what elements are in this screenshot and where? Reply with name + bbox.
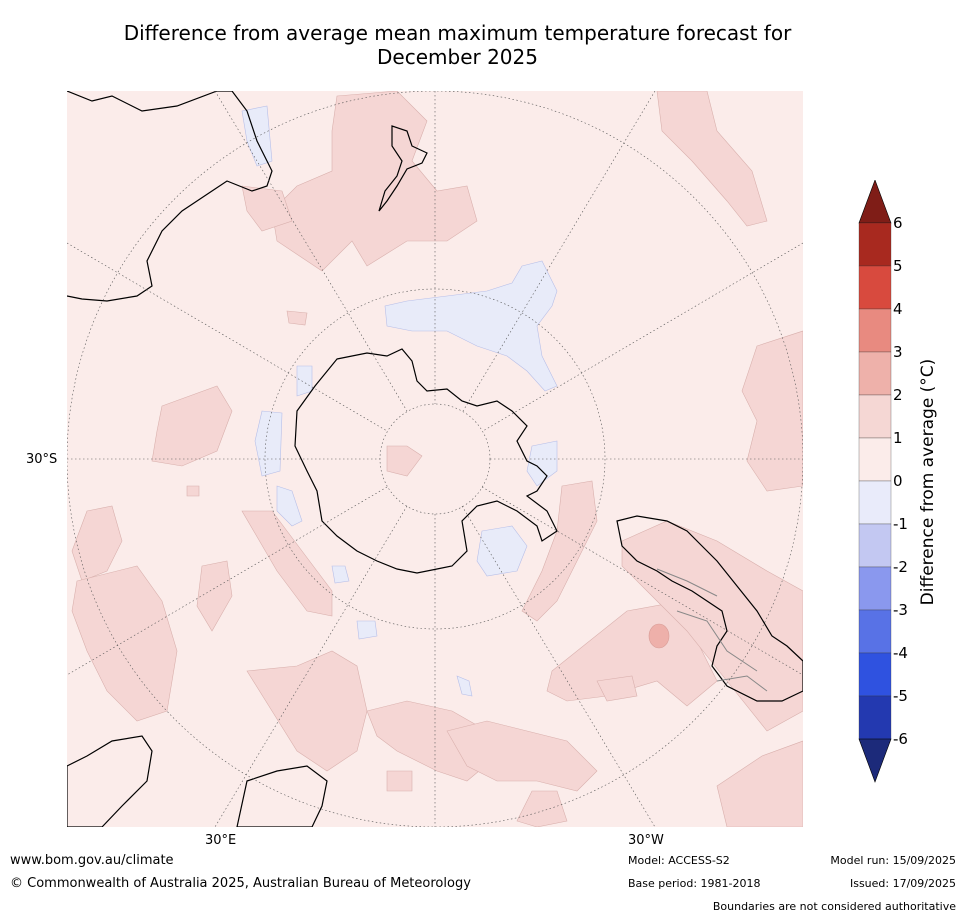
colorbar-tick-label: -3 — [893, 601, 908, 619]
longitude-label-30w: 30°W — [628, 833, 664, 848]
colorbar-segment — [858, 695, 892, 740]
footer-copyright: © Commonwealth of Australia 2025, Austra… — [10, 876, 471, 891]
colorbar-tick-label: -2 — [893, 558, 908, 576]
colorbar-tick-label: -1 — [893, 515, 908, 533]
colorbar-segment — [858, 566, 892, 611]
colorbar-segment — [858, 308, 892, 353]
colorbar-tick-label: 3 — [893, 343, 903, 361]
colorbar-segment — [858, 652, 892, 697]
colorbar-tick-label: -6 — [893, 730, 908, 748]
colorbar-label: Difference from average (°C) — [918, 358, 938, 606]
new-zealand-coast — [378, 125, 428, 212]
footer-model-run: Model run: 15/09/2025 — [830, 854, 956, 867]
colorbar-segment — [858, 351, 892, 396]
colorbar-tick-label: 4 — [893, 300, 903, 318]
footer-url: www.bom.gov.au/climate — [10, 853, 174, 868]
country-borders — [656, 568, 768, 692]
colorbar-extend-min — [858, 738, 892, 783]
coastlines — [67, 91, 803, 827]
title-line-2: December 2025 — [377, 45, 538, 69]
africa-coast-east — [236, 765, 328, 827]
colorbar — [858, 180, 892, 783]
graticule — [67, 91, 803, 827]
cool-anomaly-regions — [241, 105, 558, 697]
africa-coast — [67, 735, 153, 827]
colorbar-tick-label: 6 — [893, 214, 903, 232]
colorbar-tick-label: 5 — [893, 257, 903, 275]
colorbar-segment — [858, 523, 892, 568]
colorbar-segment — [858, 609, 892, 654]
colorbar-segment — [858, 265, 892, 310]
south-america-coast — [616, 515, 803, 702]
colorbar-tick-label: -5 — [893, 687, 908, 705]
colorbar-tick-label: 2 — [893, 386, 903, 404]
colorbar-tick-label: 0 — [893, 472, 903, 490]
colorbar-segment — [858, 480, 892, 525]
australia-coast — [67, 91, 273, 302]
colorbar-segment — [858, 437, 892, 482]
footer-issued: Issued: 17/09/2025 — [849, 877, 956, 890]
colorbar-extend-max — [858, 180, 892, 224]
colorbar-tick-label: 1 — [893, 429, 903, 447]
latitude-label-30s: 30°S — [26, 452, 58, 467]
footer-disclaimer: Boundaries are not considered authoritat… — [712, 900, 956, 913]
title-line-1: Difference from average mean maximum tem… — [123, 21, 792, 45]
map-title: Difference from average mean maximum tem… — [90, 21, 825, 69]
colorbar-segment — [858, 222, 892, 267]
warm-anomaly-regions — [71, 91, 803, 827]
colorbar-segment — [858, 394, 892, 439]
longitude-label-30e: 30°E — [205, 833, 237, 848]
footer-base-period: Base period: 1981-2018 — [628, 877, 761, 890]
strong-warm-spot — [648, 623, 670, 649]
footer-model: Model: ACCESS-S2 — [628, 854, 730, 867]
colorbar-tick-label: -4 — [893, 644, 908, 662]
polar-map — [67, 91, 803, 827]
antarctica-coast — [294, 348, 558, 574]
